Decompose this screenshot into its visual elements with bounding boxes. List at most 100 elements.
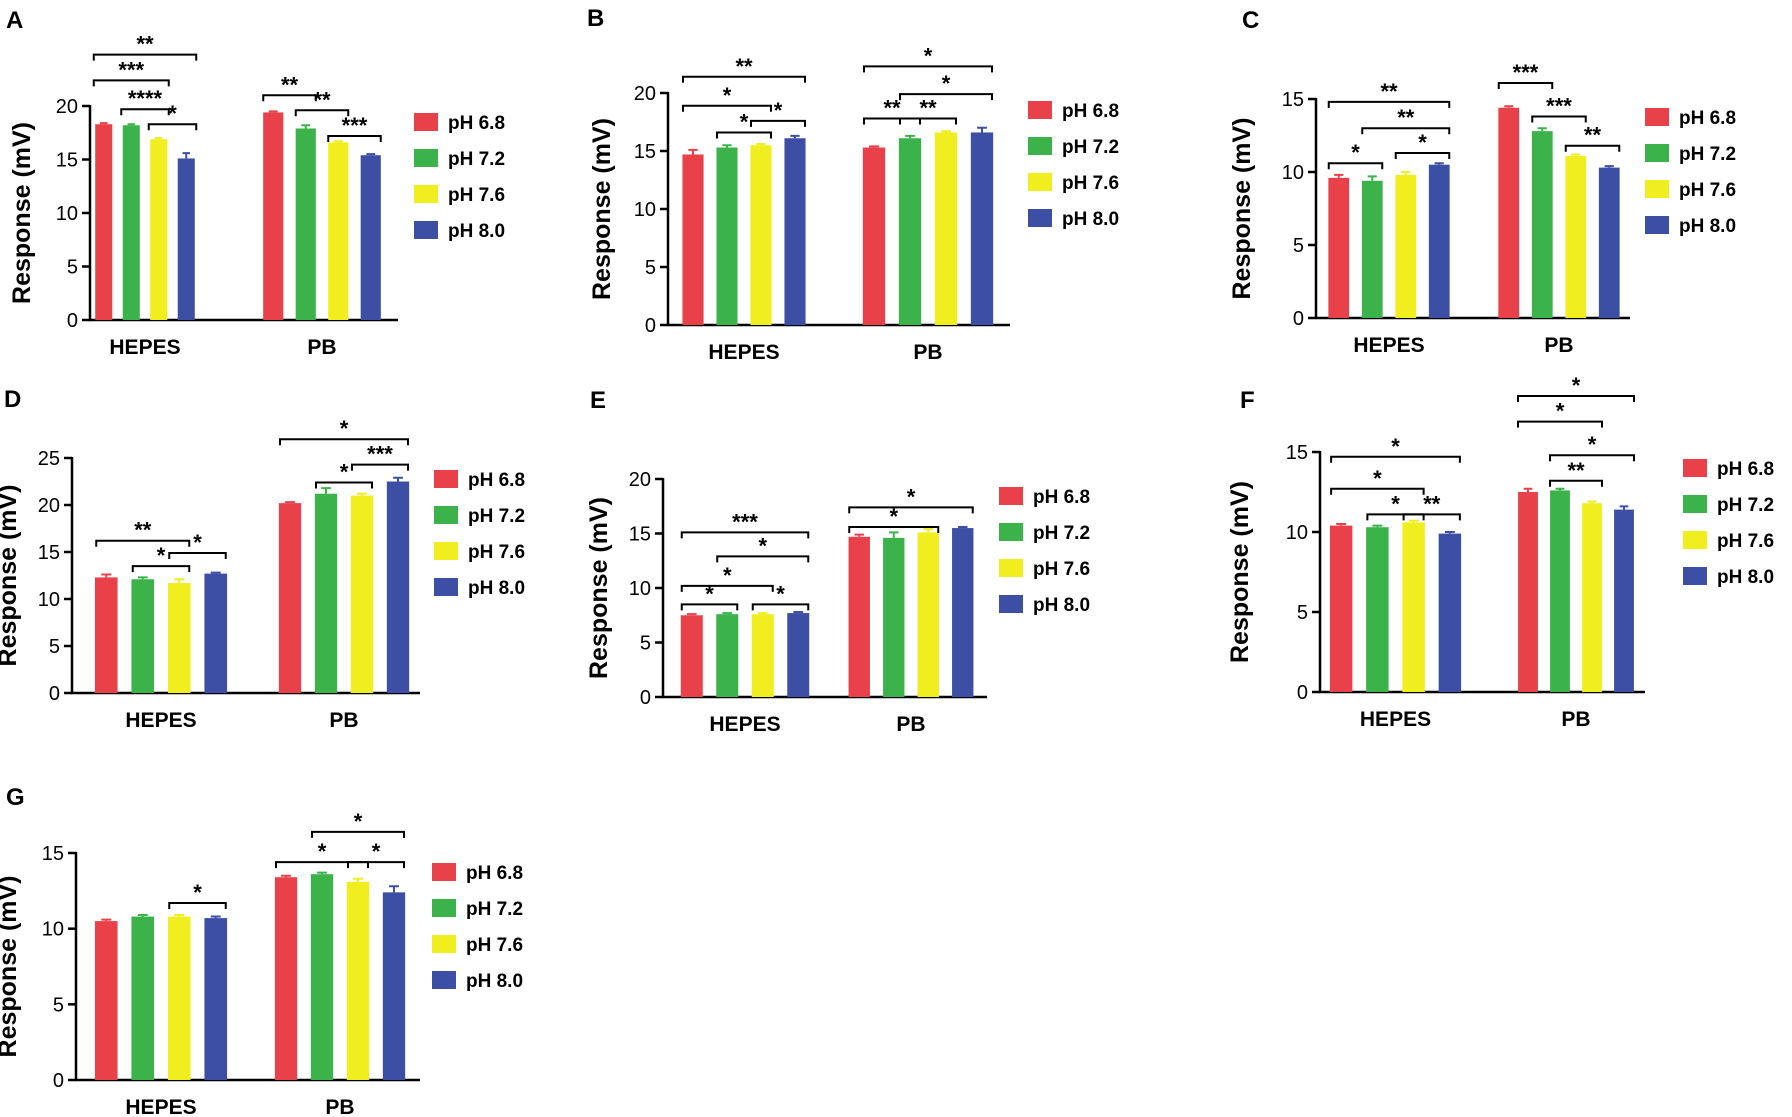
y-axis-label-g: Response (mV): [0, 876, 22, 1058]
legend-swatch-f-ph-7-2: [1683, 495, 1707, 513]
legend-swatch-e-ph-7-2: [999, 523, 1023, 541]
error-bar-c-pb-ph-7-6: [1571, 153, 1581, 156]
bar-b-pb-ph-8-0: [970, 132, 994, 325]
legend-label-e-ph-6-8: pH 6.8: [1033, 487, 1090, 508]
significance-label-g-3: *: [372, 839, 381, 864]
significance-bracket-e-3: [680, 603, 739, 611]
significance-bracket-c-0: [1327, 100, 1451, 108]
significance-label-e-2: *: [723, 563, 732, 588]
legend-swatch-c-ph-7-6: [1645, 180, 1669, 198]
panel-letter-f: F: [1240, 387, 1255, 414]
error-bar-g-pb-ph-6-8: [281, 874, 291, 878]
y-tick-label-g-15: 15: [42, 843, 64, 865]
legend-label-g-ph-8-0: pH 8.0: [466, 971, 523, 992]
significance-label-b-5: *: [942, 71, 951, 96]
error-bar-g-hepes-ph-7-6: [174, 914, 185, 917]
error-bar-d-hepes-ph-6-8: [101, 573, 112, 578]
bar-g-pb-ph-7-6: [346, 881, 370, 1080]
significance-label-f-0: *: [1391, 434, 1400, 459]
significance-label-c-3: *: [1351, 140, 1360, 165]
significance-bracket-e-6: [848, 525, 940, 533]
bar-g-hepes-ph-6-8: [94, 921, 118, 1080]
bar-c-hepes-ph-7-2: [1361, 180, 1383, 318]
significance-label-e-5: *: [907, 484, 916, 509]
legend-label-c-ph-7-6: pH 7.6: [1679, 180, 1736, 201]
legend-swatch-f-ph-6-8: [1683, 459, 1707, 477]
y-tick-label-a-10: 10: [56, 203, 78, 225]
bar-f-pb-ph-8-0: [1614, 509, 1634, 692]
y-axis-label-c: Response (mV): [1228, 118, 1256, 300]
legend-swatch-e-ph-6-8: [999, 487, 1023, 505]
error-bar-f-pb-ph-7-6: [1587, 500, 1597, 504]
legend-swatch-g-ph-7-2: [432, 899, 456, 917]
significance-label-d-0: **: [134, 518, 152, 543]
legend-label-b-ph-7-6: pH 7.6: [1062, 173, 1119, 194]
error-bar-b-pb-ph-8-0: [977, 126, 987, 133]
panel-g: G Response (mV) 0 5 10 15 HEPES PB * * * * pH 6.8 pH …: [0, 784, 523, 1117]
bar-d-pb-ph-6-8: [278, 503, 302, 693]
y-tick-label-e-15: 15: [629, 524, 651, 546]
y-axis-label-f: Response (mV): [1226, 481, 1254, 663]
legend-label-g-ph-6-8: pH 6.8: [466, 863, 523, 884]
significance-bracket-c-6: [1564, 144, 1621, 152]
legend-swatch-e-ph-8-0: [999, 595, 1023, 613]
panel-letter-g: G: [6, 784, 25, 811]
legend-label-c-ph-7-2: pH 7.2: [1679, 144, 1736, 165]
y-tick-label-d-0: 0: [49, 683, 60, 705]
significance-bracket-a-6: [327, 134, 382, 142]
legend-label-d-ph-7-6: pH 7.6: [468, 542, 525, 563]
legend-swatch-g-ph-8-0: [432, 971, 456, 989]
significance-bracket-f-6: [1549, 454, 1635, 462]
significance-label-e-4: *: [776, 581, 785, 606]
significance-bracket-f-2: [1366, 513, 1425, 521]
significance-label-f-3: **: [1423, 491, 1441, 516]
significance-bracket-e-4: [751, 603, 810, 611]
significance-label-d-2: *: [157, 543, 166, 568]
bar-a-pb-ph-8-0: [360, 155, 381, 320]
error-bar-f-hepes-ph-6-8: [1336, 523, 1347, 526]
significance-label-d-5: *: [340, 459, 349, 484]
significance-label-a-2: ****: [128, 86, 163, 111]
error-bar-b-hepes-ph-7-6: [756, 143, 766, 146]
error-bar-d-hepes-ph-7-6: [174, 578, 185, 584]
significance-bracket-e-5: [848, 506, 974, 514]
legend-label-b-ph-8-0: pH 8.0: [1062, 209, 1119, 230]
bar-a-pb-ph-7-2: [295, 128, 316, 320]
significance-bracket-f-5: [1517, 420, 1603, 428]
y-tick-label-a-20: 20: [56, 96, 78, 118]
bar-d-pb-ph-8-0: [386, 481, 410, 693]
legend-label-g-ph-7-2: pH 7.2: [466, 899, 523, 920]
error-bar-d-pb-ph-8-0: [393, 476, 403, 482]
significance-bracket-b-1: [682, 104, 772, 112]
significance-label-f-6: *: [1588, 432, 1597, 457]
legend-swatch-d-ph-7-2: [434, 506, 458, 524]
error-bar-b-pb-ph-7-2: [905, 134, 915, 139]
y-tick-label-b-0: 0: [645, 315, 656, 337]
panel-letter-d: D: [4, 386, 21, 413]
significance-label-g-0: *: [193, 880, 202, 905]
significance-label-b-2: *: [774, 98, 783, 123]
bar-f-pb-ph-6-8: [1518, 492, 1538, 692]
error-bar-e-pb-ph-7-6: [923, 528, 933, 533]
bar-g-pb-ph-6-8: [274, 877, 298, 1080]
significance-bracket-a-2: [120, 108, 170, 116]
bar-a-hepes-ph-7-2: [122, 125, 140, 320]
significance-bracket-d-4: [351, 463, 409, 471]
significance-label-d-3: *: [340, 416, 349, 441]
y-tick-label-a-0: 0: [67, 310, 78, 332]
error-bar-c-hepes-ph-6-8: [1334, 173, 1344, 178]
error-bar-a-hepes-ph-7-6: [154, 137, 163, 140]
y-tick-label-f-15: 15: [1286, 442, 1308, 464]
significance-label-b-4: *: [924, 43, 933, 68]
legend-label-f-ph-6-8: pH 6.8: [1717, 459, 1774, 480]
legend-label-c-ph-8-0: pH 8.0: [1679, 216, 1736, 237]
significance-label-f-4: *: [1572, 373, 1581, 398]
legend-swatch-a-ph-8-0: [414, 221, 438, 239]
legend-label-d-ph-8-0: pH 8.0: [468, 578, 525, 599]
y-tick-label-g-5: 5: [53, 994, 64, 1016]
bar-a-pb-ph-6-8: [263, 112, 284, 320]
y-axis-label-e: Response (mV): [585, 497, 613, 679]
significance-bracket-d-0: [95, 539, 191, 547]
